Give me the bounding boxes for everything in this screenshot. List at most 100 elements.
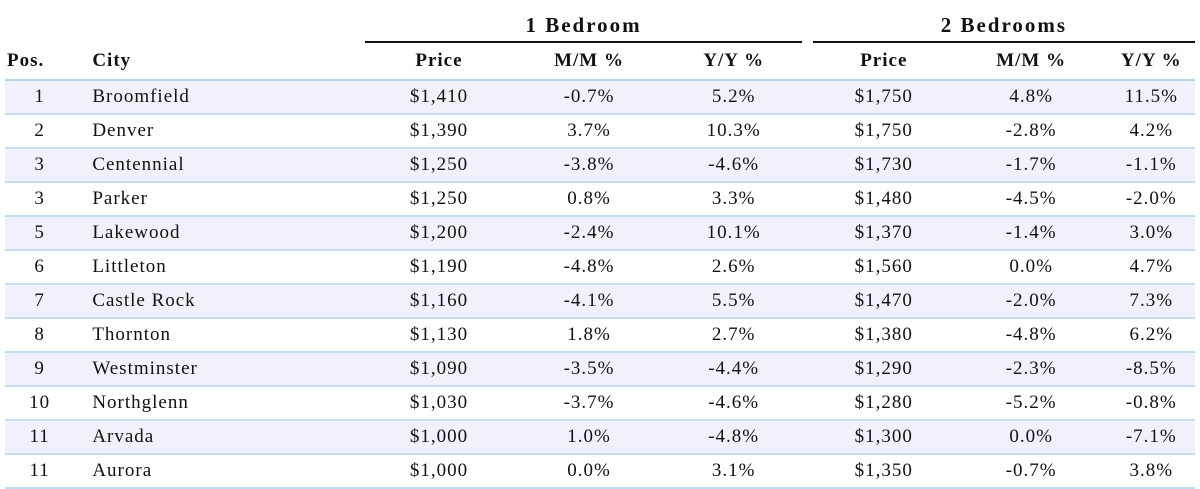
group-header-gap bbox=[802, 8, 813, 42]
cell-city: Centennial bbox=[92, 148, 366, 183]
cell-city: Thornton bbox=[92, 318, 366, 353]
cell-price-1bed: $1,160 bbox=[365, 284, 513, 319]
cell-city: Broomfield bbox=[92, 80, 366, 115]
cell-mm-2bed: 0.0% bbox=[954, 250, 1108, 285]
cell-pos: 11 bbox=[5, 420, 93, 455]
cell-city: Littleton bbox=[92, 250, 366, 285]
cell-price-1bed: $1,190 bbox=[365, 250, 513, 285]
table-row: 8 Thornton $1,130 1.8% 2.7% $1,380 -4.8% 6.2% bbox=[5, 318, 1195, 353]
cell-mm-2bed: -5.2% bbox=[954, 386, 1108, 421]
cell-price-2bed: $1,470 bbox=[812, 284, 955, 319]
cell-mm-1bed: 1.8% bbox=[512, 318, 666, 353]
cell-yy-1bed: 2.7% bbox=[665, 318, 802, 353]
cell-mm-2bed: 4.8% bbox=[954, 80, 1108, 115]
cell-gap bbox=[801, 250, 813, 285]
cell-price-2bed: $1,480 bbox=[812, 182, 955, 217]
table-row: 11 Arvada $1,000 1.0% -4.8% $1,300 0.0% -7.1% bbox=[5, 420, 1195, 455]
cell-gap bbox=[801, 114, 813, 149]
cell-pos: 3 bbox=[5, 148, 93, 183]
table-row: 3 Centennial $1,250 -3.8% -4.6% $1,730 -1.7% -1… bbox=[5, 148, 1195, 183]
cell-mm-2bed: -1.4% bbox=[954, 216, 1108, 251]
cell-yy-2bed: 4.7% bbox=[1107, 250, 1195, 285]
cell-yy-1bed: -4.8% bbox=[665, 420, 802, 455]
cell-city: Westminster bbox=[92, 352, 366, 387]
cell-price-2bed: $1,290 bbox=[812, 352, 955, 387]
table-row: 9 Westminster $1,090 -3.5% -4.4% $1,290 -2.3% -… bbox=[5, 352, 1195, 387]
cell-yy-2bed: -8.5% bbox=[1107, 352, 1195, 387]
column-header-yy-1bed: Y/Y % bbox=[665, 42, 802, 81]
cell-yy-2bed: 6.2% bbox=[1107, 318, 1195, 353]
cell-city: Arvada bbox=[92, 420, 366, 455]
column-header-yy-2bed: Y/Y % bbox=[1107, 42, 1195, 81]
cell-mm-1bed: -4.8% bbox=[512, 250, 666, 285]
cell-mm-1bed: 0.0% bbox=[512, 454, 666, 489]
cell-gap bbox=[801, 454, 813, 489]
cell-mm-2bed: -0.7% bbox=[954, 454, 1108, 489]
cell-yy-2bed: 3.8% bbox=[1107, 454, 1195, 489]
cell-mm-1bed: 1.0% bbox=[512, 420, 666, 455]
cell-gap bbox=[801, 318, 813, 353]
cell-price-2bed: $1,300 bbox=[812, 420, 955, 455]
cell-mm-2bed: -2.3% bbox=[954, 352, 1108, 387]
table-row: 7 Castle Rock $1,160 -4.1% 5.5% $1,470 -2.0% 7.… bbox=[5, 284, 1195, 319]
cell-price-1bed: $1,200 bbox=[365, 216, 513, 251]
cell-mm-2bed: -2.8% bbox=[954, 114, 1108, 149]
cell-pos: 5 bbox=[5, 216, 93, 251]
cell-city: Aurora bbox=[92, 454, 366, 489]
column-header-pos: Pos. bbox=[5, 42, 93, 81]
cell-city: Castle Rock bbox=[92, 284, 366, 319]
cell-mm-1bed: -4.1% bbox=[512, 284, 666, 319]
column-header-mm-2bed: M/M % bbox=[954, 42, 1108, 81]
cell-price-2bed: $1,750 bbox=[812, 114, 955, 149]
cell-price-2bed: $1,560 bbox=[812, 250, 955, 285]
table-row: 11 Aurora $1,000 0.0% 3.1% $1,350 -0.7% 3.8% bbox=[5, 454, 1195, 489]
cell-pos: 6 bbox=[5, 250, 93, 285]
cell-price-2bed: $1,370 bbox=[812, 216, 955, 251]
group-header-1-bedroom: 1 Bedroom bbox=[365, 8, 802, 43]
cell-yy-1bed: 10.1% bbox=[665, 216, 802, 251]
cell-mm-1bed: 3.7% bbox=[512, 114, 666, 149]
cell-city: Parker bbox=[92, 182, 366, 217]
cell-price-2bed: $1,380 bbox=[812, 318, 955, 353]
cell-mm-1bed: -3.8% bbox=[512, 148, 666, 183]
table-row: 5 Lakewood $1,200 -2.4% 10.1% $1,370 -1.4% 3.0% bbox=[5, 216, 1195, 251]
cell-pos: 8 bbox=[5, 318, 93, 353]
cell-yy-2bed: -2.0% bbox=[1107, 182, 1195, 217]
cell-yy-2bed: 7.3% bbox=[1107, 284, 1195, 319]
column-header-mm-1bed: M/M % bbox=[512, 42, 666, 81]
table-row: 2 Denver $1,390 3.7% 10.3% $1,750 -2.8% 4.2% bbox=[5, 114, 1195, 149]
cell-price-1bed: $1,000 bbox=[365, 454, 513, 489]
cell-price-1bed: $1,130 bbox=[365, 318, 513, 353]
cell-mm-1bed: -0.7% bbox=[512, 80, 666, 115]
cell-yy-1bed: 2.6% bbox=[665, 250, 802, 285]
table-row: 6 Littleton $1,190 -4.8% 2.6% $1,560 0.0% 4.7% bbox=[5, 250, 1195, 285]
cell-pos: 1 bbox=[5, 80, 93, 115]
cell-pos: 7 bbox=[5, 284, 93, 319]
cell-pos: 3 bbox=[5, 182, 93, 217]
cell-yy-1bed: -4.6% bbox=[665, 148, 802, 183]
cell-gap bbox=[801, 420, 813, 455]
cell-yy-1bed: 3.3% bbox=[665, 182, 802, 217]
cell-pos: 11 bbox=[5, 454, 93, 489]
cell-price-1bed: $1,250 bbox=[365, 148, 513, 183]
column-header-price-2bed: Price bbox=[812, 42, 955, 81]
cell-gap bbox=[801, 352, 813, 387]
column-header-row: Pos. City Price M/M % Y/Y % Price M/M % … bbox=[5, 42, 1195, 81]
cell-yy-1bed: -4.6% bbox=[665, 386, 802, 421]
cell-yy-1bed: -4.4% bbox=[665, 352, 802, 387]
group-header-row: 1 Bedroom 2 Bedrooms bbox=[5, 8, 1195, 43]
cell-pos: 2 bbox=[5, 114, 93, 149]
cell-city: Northglenn bbox=[92, 386, 366, 421]
cell-mm-2bed: -4.8% bbox=[954, 318, 1108, 353]
cell-mm-1bed: -3.7% bbox=[512, 386, 666, 421]
cell-gap bbox=[801, 216, 813, 251]
cell-mm-1bed: -2.4% bbox=[512, 216, 666, 251]
table-row: 1 Broomfield $1,410 -0.7% 5.2% $1,750 4.8% 11.5… bbox=[5, 80, 1195, 115]
group-header-2-bedrooms: 2 Bedrooms bbox=[812, 8, 1195, 43]
cell-price-2bed: $1,350 bbox=[812, 454, 955, 489]
cell-yy-1bed: 3.1% bbox=[665, 454, 802, 489]
cell-mm-2bed: 0.0% bbox=[954, 420, 1108, 455]
cell-price-1bed: $1,410 bbox=[365, 80, 513, 115]
table-row: 3 Parker $1,250 0.8% 3.3% $1,480 -4.5% -2.0% bbox=[5, 182, 1195, 217]
